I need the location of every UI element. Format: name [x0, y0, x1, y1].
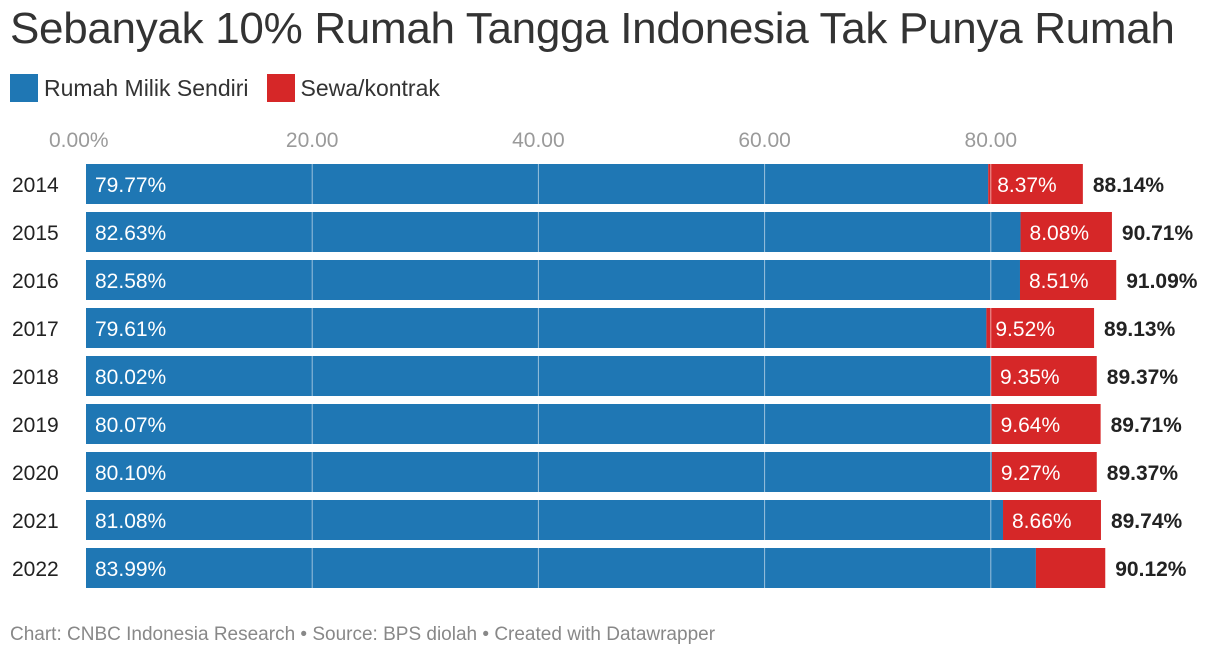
- year-label: 2015: [12, 222, 59, 245]
- chart-footer: Chart: CNBC Indonesia Research • Source:…: [10, 624, 716, 645]
- bar-rent: [1003, 500, 1101, 540]
- year-label: 2020: [12, 462, 59, 485]
- bar-label-owned: 82.58%: [95, 270, 166, 293]
- total-label: 90.71%: [1122, 222, 1194, 245]
- total-label: 89.13%: [1104, 318, 1176, 341]
- bar-label-owned: 83.99%: [95, 558, 166, 581]
- bar-label-owned: 82.63%: [95, 222, 166, 245]
- bar-label-rent: 9.64%: [1001, 414, 1061, 437]
- bar-label-owned: 80.07%: [95, 414, 166, 437]
- bar-owned: [86, 164, 989, 204]
- year-label: 2017: [12, 318, 59, 341]
- legend-swatch-rent: [266, 74, 295, 102]
- year-label: 2018: [12, 366, 59, 389]
- legend-label-rent: Sewa/kontrak: [300, 74, 440, 101]
- year-label: 2022: [12, 558, 59, 581]
- bar-label-owned: 80.10%: [95, 462, 166, 485]
- total-label: 89.37%: [1107, 366, 1179, 389]
- legend-item-owned: Rumah Milik Sendiri: [10, 74, 249, 102]
- bar-label-rent: 8.08%: [1030, 222, 1090, 245]
- bar-rent: [1020, 212, 1112, 252]
- total-label: 90.12%: [1115, 558, 1187, 581]
- year-label: 2019: [12, 414, 59, 437]
- bar-rent: [1035, 548, 1106, 588]
- legend-label-owned: Rumah Milik Sendiri: [44, 74, 249, 101]
- bar-label-rent: 8.66%: [1012, 510, 1072, 533]
- bar-rent: [991, 452, 1097, 492]
- bar-label-owned: 81.08%: [95, 510, 166, 533]
- bar-label-rent: 9.27%: [1001, 462, 1061, 485]
- bar-owned: [86, 452, 992, 492]
- x-tick-label: 0.00%: [49, 129, 109, 152]
- total-label: 89.71%: [1111, 414, 1183, 437]
- bar-rent: [1019, 260, 1117, 300]
- x-tick-label: 60.00: [738, 129, 791, 152]
- legend-item-rent: Sewa/kontrak: [266, 74, 440, 102]
- total-label: 88.14%: [1093, 174, 1165, 197]
- legend: Rumah Milik Sendiri Sewa/kontrak: [10, 74, 458, 102]
- bar-label-owned: 79.61%: [95, 318, 166, 341]
- bar-owned: [86, 548, 1036, 588]
- bar-owned: [86, 212, 1021, 252]
- bar-label-owned: 80.02%: [95, 366, 166, 389]
- total-label: 89.74%: [1111, 510, 1183, 533]
- bar-rent: [991, 356, 1097, 396]
- total-label: 89.37%: [1107, 462, 1179, 485]
- bar-label-owned: 79.77%: [95, 174, 166, 197]
- bar-owned: [86, 308, 987, 348]
- bar-rent: [988, 164, 1083, 204]
- year-label: 2016: [12, 270, 59, 293]
- x-tick-label: 20.00: [286, 129, 339, 152]
- year-label: 2021: [12, 510, 59, 533]
- bar-owned: [86, 500, 1004, 540]
- bar-rent: [986, 308, 1095, 348]
- bar-label-rent: 9.52%: [995, 318, 1055, 341]
- bar-rent: [991, 404, 1101, 444]
- bar-owned: [86, 260, 1020, 300]
- bar-label-rent: 8.37%: [997, 174, 1057, 197]
- legend-swatch-owned: [10, 74, 38, 102]
- x-tick-label: 80.00: [965, 129, 1018, 152]
- total-label: 91.09%: [1126, 270, 1198, 293]
- x-tick-label: 40.00: [512, 129, 565, 152]
- bar-label-rent: 9.35%: [1000, 366, 1060, 389]
- bar-label-rent: 8.51%: [1029, 270, 1089, 293]
- chart-title: Sebanyak 10% Rumah Tangga Indonesia Tak …: [10, 4, 1175, 53]
- year-label: 2014: [12, 174, 59, 197]
